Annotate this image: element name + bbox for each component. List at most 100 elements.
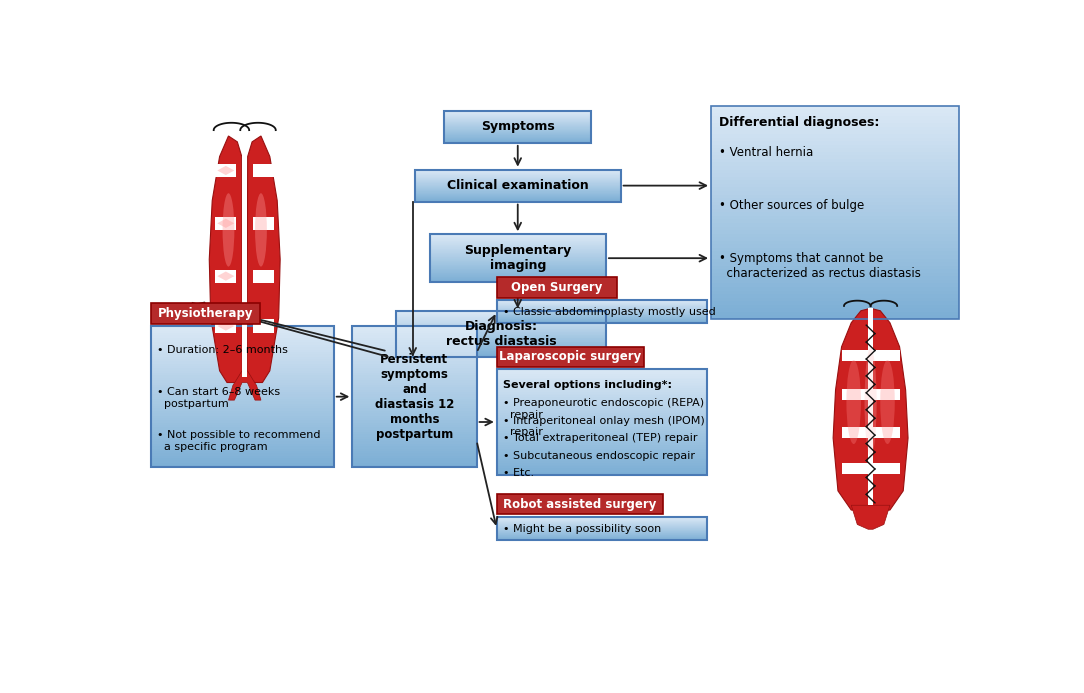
Bar <box>151 411 334 413</box>
Bar <box>352 387 477 389</box>
Bar <box>396 318 606 319</box>
Bar <box>215 164 236 177</box>
Bar <box>711 127 958 130</box>
Bar <box>429 254 606 255</box>
Bar <box>151 441 334 444</box>
Bar <box>151 383 334 385</box>
Bar <box>352 423 477 425</box>
Bar <box>396 325 606 326</box>
Bar <box>496 468 707 470</box>
Bar <box>352 371 477 373</box>
Bar <box>352 399 477 401</box>
Bar <box>352 385 477 387</box>
Text: Robot assisted surgery: Robot assisted surgery <box>503 498 657 511</box>
Bar <box>352 406 477 408</box>
Bar <box>429 267 606 269</box>
Bar <box>396 334 606 335</box>
Bar <box>253 217 274 230</box>
Bar <box>151 428 334 430</box>
Bar <box>496 472 707 473</box>
Bar <box>711 216 958 220</box>
Bar <box>352 439 477 441</box>
Bar <box>415 170 621 202</box>
Bar <box>396 343 606 344</box>
Bar <box>429 281 606 282</box>
Bar <box>711 298 958 301</box>
Bar <box>151 345 334 347</box>
Bar <box>429 274 606 275</box>
Bar <box>396 330 606 331</box>
Bar <box>429 245 606 246</box>
Bar <box>711 305 958 308</box>
Bar <box>352 378 477 380</box>
Bar <box>429 262 606 263</box>
Bar <box>496 459 707 461</box>
Bar <box>151 423 334 425</box>
Bar <box>496 438 707 440</box>
Bar <box>711 234 958 237</box>
Text: • Classic abdominoplasty mostly used: • Classic abdominoplasty mostly used <box>503 306 715 317</box>
Bar <box>711 187 958 191</box>
Bar <box>429 277 606 278</box>
Bar <box>151 331 334 333</box>
Bar <box>711 265 958 269</box>
Bar <box>711 184 958 187</box>
Polygon shape <box>217 322 234 331</box>
Bar <box>496 461 707 463</box>
Bar <box>352 366 477 369</box>
Bar <box>151 366 334 369</box>
Bar <box>496 453 707 454</box>
Bar <box>352 326 477 328</box>
Bar <box>151 416 334 418</box>
Bar <box>496 424 707 426</box>
Bar <box>711 283 958 287</box>
Bar <box>396 355 606 356</box>
Bar <box>711 258 958 262</box>
Bar <box>352 428 477 430</box>
Bar <box>396 344 606 345</box>
Bar <box>352 420 477 423</box>
Text: • Might be a possibility soon: • Might be a possibility soon <box>503 524 661 534</box>
Bar <box>711 312 958 315</box>
Bar <box>711 269 958 273</box>
Bar <box>396 321 606 322</box>
Bar <box>841 463 900 474</box>
Bar <box>429 243 606 244</box>
Bar <box>429 238 606 239</box>
Polygon shape <box>834 308 908 510</box>
Bar <box>396 329 606 330</box>
Bar <box>496 420 707 422</box>
Bar <box>711 120 958 123</box>
Bar <box>496 517 707 541</box>
Bar <box>496 392 707 394</box>
Bar <box>429 272 606 274</box>
Bar <box>352 430 477 432</box>
Bar <box>711 202 958 205</box>
Text: • Can start 6–8 weeks
  postpartum: • Can start 6–8 weeks postpartum <box>157 387 281 409</box>
Bar <box>429 275 606 276</box>
Bar <box>151 364 334 366</box>
Bar <box>396 353 606 354</box>
Bar <box>151 432 334 435</box>
Bar <box>396 335 606 336</box>
Bar <box>429 265 606 266</box>
Bar <box>151 420 334 423</box>
Bar <box>496 413 707 415</box>
Bar <box>496 436 707 438</box>
Text: • Etc.: • Etc. <box>503 468 533 478</box>
Bar <box>352 448 477 451</box>
Bar <box>496 466 707 468</box>
Bar <box>352 408 477 411</box>
Bar <box>496 404 707 406</box>
Polygon shape <box>209 136 243 383</box>
Bar <box>496 456 707 457</box>
Bar <box>151 389 334 392</box>
Bar <box>151 326 334 328</box>
Bar <box>496 372 707 374</box>
Bar <box>396 338 606 340</box>
Bar <box>352 416 477 418</box>
Bar <box>151 413 334 416</box>
Bar <box>352 413 477 416</box>
Bar <box>151 385 334 387</box>
Bar <box>396 319 606 320</box>
